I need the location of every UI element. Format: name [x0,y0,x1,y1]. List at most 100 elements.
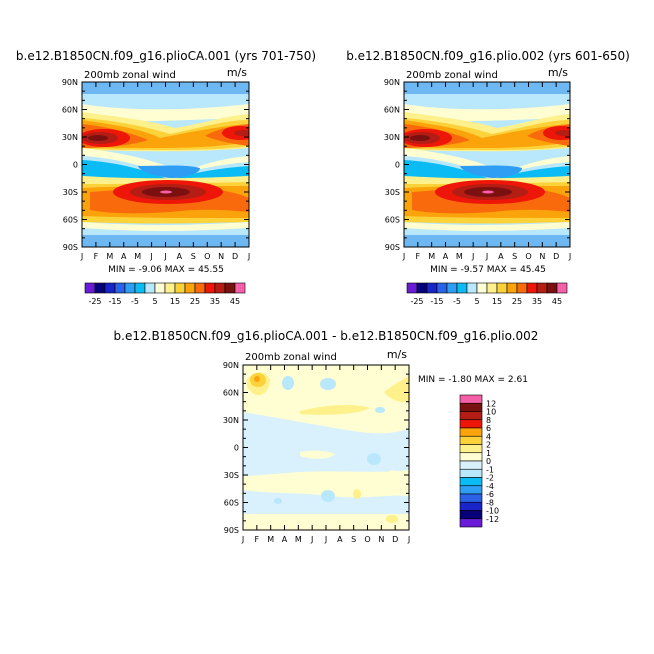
colorbar-swatch [486,282,498,294]
colorbar-label: 1 [486,449,491,458]
x-tick-label: A [498,252,504,261]
colorbar-label: 6 [486,424,491,433]
colorbar-swatch [459,419,483,429]
y-tick-label: 30S [63,188,78,197]
x-tick-label: J [402,252,405,261]
panel-c-subtitle-left: 200mb zonal wind [245,352,337,363]
colorbar-label: -12 [486,515,499,524]
colorbar-label: 2 [486,441,491,450]
panel-b-colorbar: -25 -15 -5 5 15 25 35 45 [406,282,568,306]
x-tick-label: O [204,252,210,261]
x-tick-label: A [337,535,343,544]
colorbar-label: -15 [108,297,121,306]
y-tick-label: 0 [73,161,78,170]
colorbar-label: -2 [486,474,494,483]
x-tick-label: J [568,252,571,261]
y-tick-label: 60S [385,216,400,225]
panel-b-contour-field [404,82,570,247]
x-tick-label: N [378,535,384,544]
panel-c-min-max-label: MIN = -1.80 MAX = 2.61 [418,375,528,385]
colorbar-swatch [426,282,438,294]
colorbar-label: 12 [486,399,496,408]
x-tick-label: A [443,252,449,261]
colorbar-label: -25 [88,297,101,306]
colorbar-swatch [154,282,166,294]
x-tick-label: A [282,535,288,544]
colorbar-swatch [546,282,558,294]
colorbar-swatch [459,402,483,412]
y-tick-label: 90N [223,361,239,370]
x-tick-label: J [80,252,83,261]
colorbar-label: 10 [486,408,496,417]
x-tick-label: F [94,252,99,261]
x-tick-label: N [539,252,545,261]
colorbar-swatch [459,411,483,421]
colorbar-swatch [144,282,156,294]
panel-a-subtitle-right: m/s [227,66,247,79]
colorbar-label: -25 [410,297,423,306]
colorbar-label: 45 [552,297,562,306]
panel-c-subtitle-right: m/s [387,348,407,361]
y-tick-label: 0 [234,444,239,453]
colorbar-label: 5 [152,297,157,306]
colorbar-label: -6 [486,490,494,499]
x-tick-label: A [121,252,127,261]
panel-a-title: b.e12.B1850CN.f09_g16.plioCA.001 (yrs 70… [16,49,316,63]
colorbar-swatch [204,282,216,294]
colorbar-swatch [459,518,483,528]
colorbar-label: 4 [486,432,491,441]
x-tick-label: S [351,535,356,544]
x-tick-label: J [247,252,250,261]
colorbar-label: 5 [474,297,479,306]
colorbar-swatch [459,510,483,520]
y-tick-label: 30S [224,471,239,480]
y-tick-label: 90N [62,78,78,87]
colorbar-label: 25 [190,297,200,306]
colorbar-label: -1 [486,465,494,474]
x-tick-label: F [255,535,260,544]
y-tick-label: 30N [62,133,78,142]
y-tick-label: 60N [223,389,239,398]
colorbar-swatch [456,282,468,294]
x-tick-label: D [553,252,559,261]
colorbar-swatch [406,282,418,294]
colorbar-swatch [459,485,483,495]
colorbar-swatch [466,282,478,294]
colorbar-label: 0 [486,457,491,466]
colorbar-label: -5 [131,297,139,306]
colorbar-swatch [164,282,176,294]
colorbar-label: 45 [230,297,240,306]
colorbar-swatch [459,477,483,487]
colorbar-label: -8 [486,498,494,507]
colorbar-swatch [446,282,458,294]
colorbar-swatch [459,427,483,437]
x-tick-label: J [163,252,166,261]
colorbar-label: 25 [512,297,522,306]
colorbar-swatch [134,282,146,294]
panel-c-title: b.e12.B1850CN.f09_g16.plioCA.001 - b.e12… [114,329,539,343]
x-tick-label: J [310,535,313,544]
colorbar-swatch [506,282,518,294]
panel-a-contour-field [82,82,249,247]
colorbar-label: -4 [486,482,494,491]
panel-b-min-max-label: MIN = -9.57 MAX = 45.45 [430,265,546,275]
colorbar-swatch [234,282,246,294]
x-tick-label: J [485,252,488,261]
x-tick-label: D [392,535,398,544]
panel-a-colorbar: -25 -15 -5 5 15 25 35 45 [84,282,246,306]
y-tick-label: 90S [224,526,239,535]
panel-b-y-axis: 90N 60N 30N 0 30S 60S 90S [384,78,570,252]
x-tick-label: J [324,535,327,544]
y-tick-label: 30S [385,188,400,197]
y-tick-label: 60S [224,499,239,508]
colorbar-label: -10 [486,507,499,516]
x-tick-label: J [149,252,152,261]
y-tick-label: 0 [395,161,400,170]
colorbar-label: -15 [430,297,443,306]
x-tick-label: J [407,535,410,544]
colorbar-swatch [459,444,483,454]
y-tick-label: 90S [385,243,400,252]
colorbar-swatch [94,282,106,294]
